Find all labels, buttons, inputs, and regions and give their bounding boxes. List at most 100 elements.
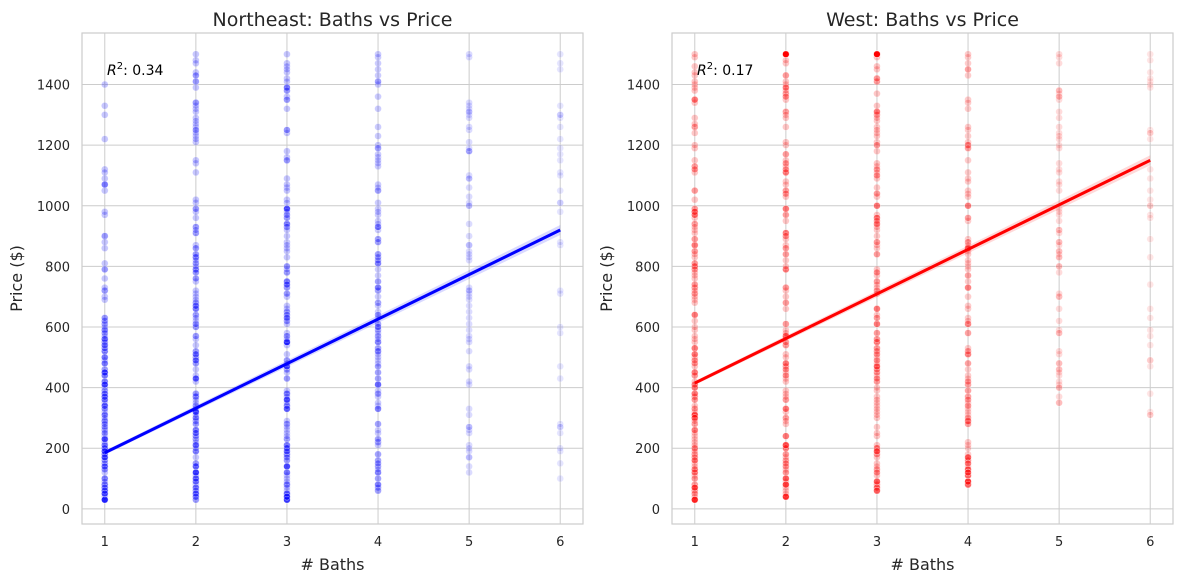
data-point — [873, 338, 881, 346]
data-point — [374, 362, 382, 371]
data-point — [374, 159, 382, 167]
data-point — [374, 259, 382, 267]
data-point — [782, 205, 790, 213]
data-point — [873, 250, 881, 258]
data-point — [283, 447, 291, 455]
data-point — [691, 450, 699, 458]
data-point — [782, 341, 790, 349]
data-point — [873, 329, 881, 337]
data-point — [964, 59, 972, 67]
data-point — [101, 453, 109, 461]
data-point — [782, 241, 790, 249]
data-point — [782, 468, 790, 477]
data-point — [782, 365, 790, 374]
data-point — [873, 202, 881, 210]
data-point — [691, 474, 699, 483]
data-point — [782, 50, 790, 58]
data-point — [283, 332, 291, 340]
data-point — [192, 223, 200, 231]
data-point — [374, 426, 382, 434]
data-point — [556, 429, 564, 437]
data-point — [192, 277, 200, 286]
data-point — [691, 262, 699, 271]
y-tick-label: 600 — [45, 321, 70, 336]
data-point — [964, 53, 972, 61]
data-point — [192, 477, 200, 486]
data-point — [873, 138, 881, 146]
data-point — [283, 396, 291, 404]
data-point — [101, 338, 109, 346]
data-point — [283, 305, 291, 313]
data-point — [691, 317, 699, 325]
data-point — [964, 65, 972, 74]
data-point — [873, 365, 881, 374]
data-point — [782, 83, 790, 92]
data-point — [192, 390, 200, 398]
data-point — [283, 277, 291, 286]
r-squared-symbol: R — [697, 63, 707, 79]
data-point — [192, 496, 200, 504]
data-point — [192, 347, 200, 355]
data-point — [374, 438, 382, 446]
data-point — [556, 65, 564, 74]
scatter-column-1 — [691, 50, 699, 504]
data-point — [691, 493, 699, 501]
data-point — [192, 77, 200, 86]
data-point — [374, 468, 382, 477]
data-point — [374, 265, 382, 274]
data-point — [1146, 74, 1154, 83]
data-point — [1055, 208, 1063, 216]
data-point — [691, 393, 699, 401]
data-point — [556, 111, 564, 119]
data-point — [283, 444, 291, 452]
data-point — [283, 453, 291, 461]
data-point — [1146, 174, 1154, 183]
data-point — [782, 50, 790, 58]
data-point — [782, 450, 790, 458]
data-point — [101, 411, 109, 419]
data-point — [374, 92, 382, 101]
data-point — [283, 244, 291, 252]
data-point — [782, 390, 790, 398]
data-point — [691, 332, 699, 340]
data-point — [691, 420, 699, 428]
data-point — [1146, 305, 1154, 313]
data-point — [374, 441, 382, 449]
data-point — [283, 441, 291, 449]
data-point — [101, 393, 109, 401]
data-point — [283, 126, 291, 134]
data-point — [283, 456, 291, 465]
data-point — [374, 459, 382, 468]
data-point — [283, 423, 291, 431]
data-point — [192, 420, 200, 428]
data-point — [964, 371, 972, 380]
data-point — [192, 229, 200, 237]
data-point — [374, 277, 382, 286]
data-point — [782, 368, 790, 377]
data-point — [283, 180, 291, 189]
data-point — [782, 493, 790, 501]
data-point — [964, 480, 972, 489]
data-point — [101, 462, 109, 471]
data-point — [101, 459, 109, 468]
data-point — [283, 405, 291, 413]
data-point — [374, 468, 382, 477]
data-point — [192, 490, 200, 498]
data-point — [1055, 211, 1063, 219]
data-point — [374, 223, 382, 231]
data-point — [101, 329, 109, 337]
data-point — [283, 432, 291, 440]
data-point — [691, 414, 699, 422]
data-point — [964, 156, 972, 164]
data-point — [465, 290, 473, 298]
data-point — [873, 314, 881, 322]
data-point — [782, 235, 790, 243]
data-point — [782, 50, 790, 58]
data-point — [374, 223, 382, 231]
data-point — [101, 468, 109, 477]
data-point — [283, 314, 291, 322]
data-point — [873, 50, 881, 58]
data-point — [101, 465, 109, 474]
data-point — [1055, 168, 1063, 177]
data-point — [691, 453, 699, 461]
